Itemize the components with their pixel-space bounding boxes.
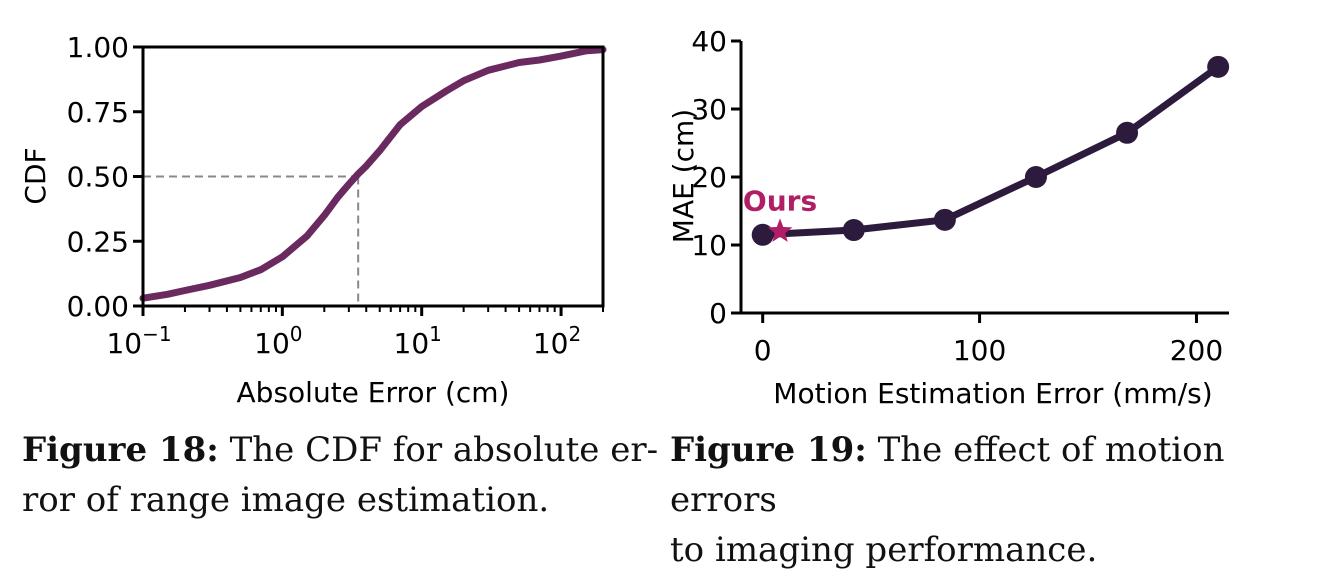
mae-point: [1024, 166, 1047, 188]
mae-x-axis-label: Motion Estimation Error (mm/s): [773, 377, 1212, 410]
cdf-y-axis-label: CDF: [19, 147, 52, 204]
mae-chart: 0 10 20 30 40 0 100 200 Ours Motion Estimation …: [667, 25, 1230, 410]
mae-point: [751, 223, 774, 246]
mae-point: [1207, 55, 1230, 78]
cdf-plot-frame: [141, 45, 605, 308]
figure-19-caption: Figure 19: The effect of motion errors t…: [670, 425, 1330, 575]
figure-18-caption: Figure 18: The CDF for absolute er- ror …: [22, 425, 672, 525]
cdf-x-tick-label: 101: [394, 322, 442, 360]
ours-star-marker: [767, 218, 793, 242]
cdf-y-tick-label: 0.25: [67, 225, 129, 258]
mae-line: [762, 63, 1221, 239]
cdf-x-tick-label: 102: [533, 322, 581, 360]
mae-y-tick-label: 20: [691, 161, 727, 194]
cdf-y-tick-label: 0.50: [67, 161, 129, 194]
mae-point: [842, 219, 865, 242]
cdf-x-tick-label: 10−1: [106, 322, 171, 360]
mae-x-tick-label: 100: [953, 334, 1006, 367]
figure-19-text-line1: The effect of motion errors: [670, 430, 1225, 520]
mae-y-tick-label: 0: [709, 297, 727, 330]
cdf-x-tick-label: 100: [254, 322, 302, 360]
ours-annotation-label: Ours: [743, 184, 817, 217]
mae-point: [1116, 121, 1139, 144]
mae-point: [933, 208, 956, 231]
cdf-chart: 0.00 0.25 0.50 0.75 1.00 10−1 100 101 102 Absolu…: [19, 31, 607, 409]
mae-y-tick-label: 10: [691, 229, 727, 262]
figure-18-text-line1: The CDF for absolute er-: [229, 430, 659, 470]
cdf-y-tick-label: 1.00: [67, 31, 129, 64]
mae-y-tick-label: 30: [691, 93, 727, 126]
cdf-curve: [139, 46, 607, 302]
cdf-y-tick-label: 0.75: [67, 96, 129, 129]
figure-19-label: Figure 19:: [670, 430, 867, 470]
mae-x-tick-label: 0: [754, 334, 772, 367]
cdf-y-tick-label: 0.00: [67, 290, 129, 323]
figure-18-text-line2: ror of range image estimation.: [22, 480, 550, 520]
mae-y-tick-label: 40: [691, 25, 727, 58]
cdf-x-axis-label: Absolute Error (cm): [237, 376, 510, 409]
mae-x-tick-label: 200: [1170, 334, 1223, 367]
figure-18-label: Figure 18:: [22, 430, 219, 470]
figure-19-text-line2: to imaging performance.: [670, 530, 1098, 570]
mae-y-axis-label: MAE (cm): [667, 109, 700, 243]
